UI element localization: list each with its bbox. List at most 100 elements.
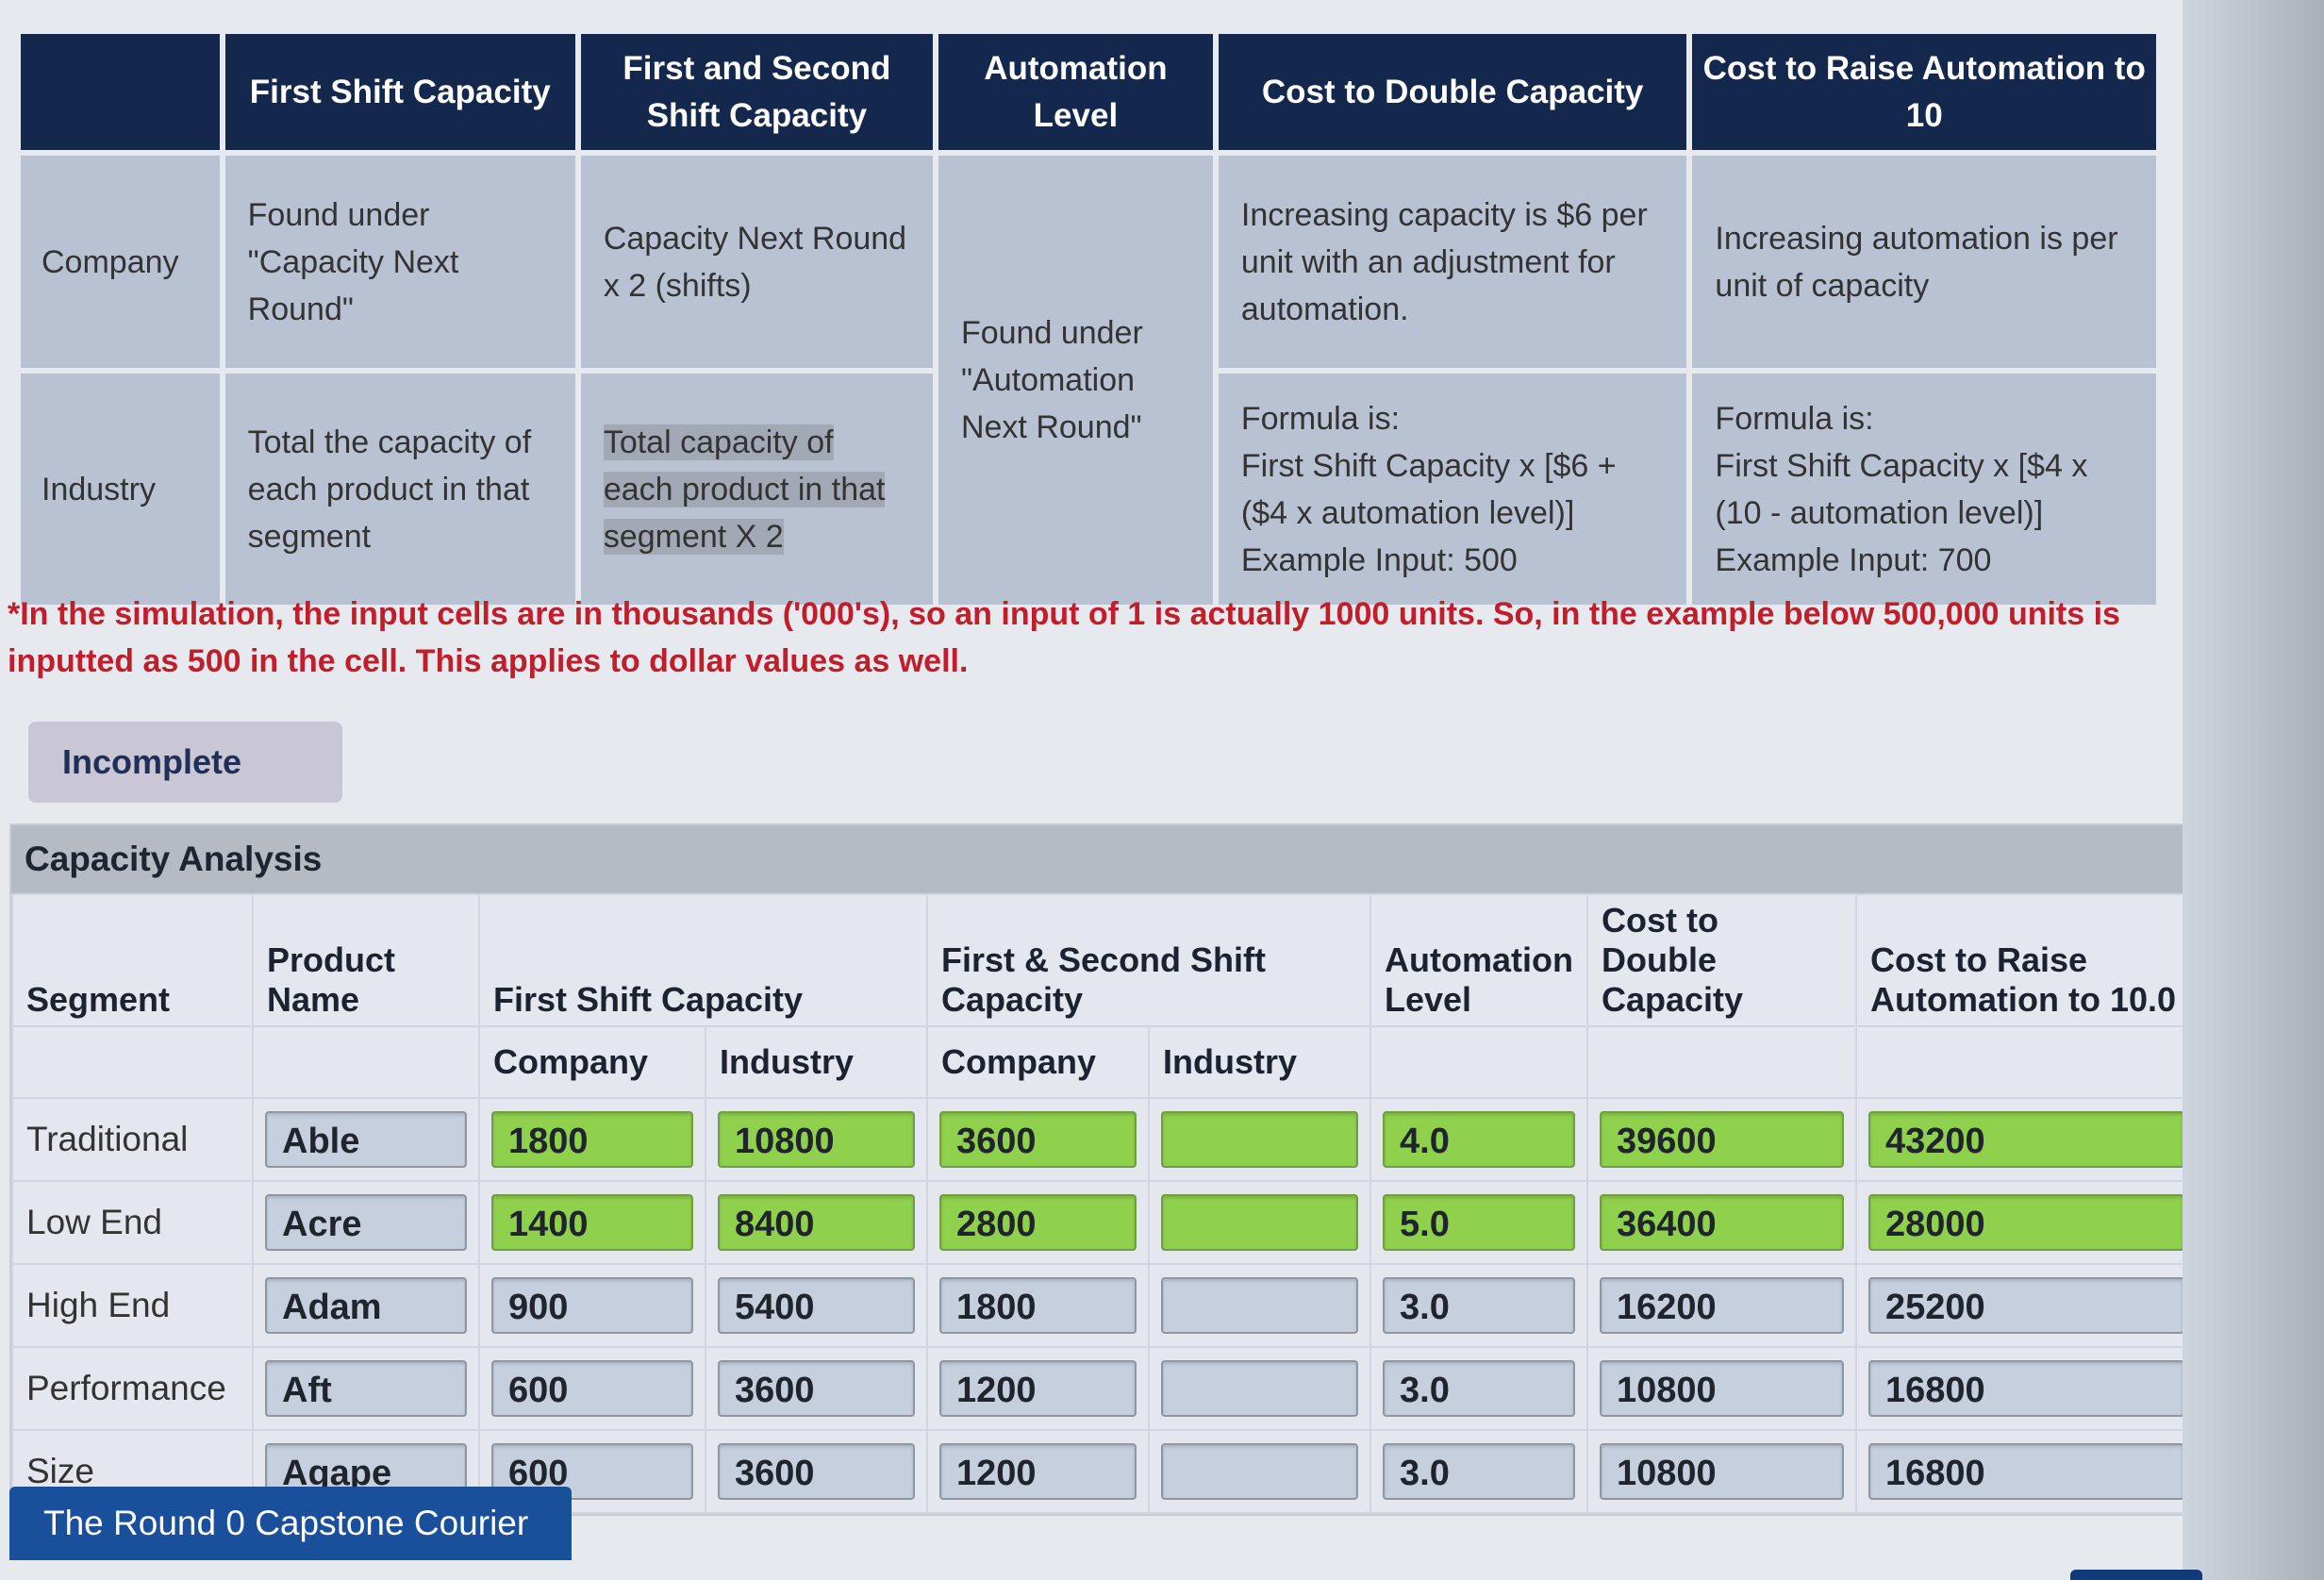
capacity-analysis-title: Capacity Analysis — [11, 825, 2186, 893]
partial-button[interactable] — [2070, 1570, 2202, 1580]
automation-input[interactable]: 3.0 — [1383, 1443, 1575, 1500]
reference-company-row: Company Found under "Capacity Next Round… — [21, 156, 2156, 605]
reference-table: First Shift Capacity First and Second Sh… — [15, 28, 2162, 610]
capacity-header-row: Segment Product Name First Shift Capacit… — [11, 893, 2198, 1027]
cell-cost-double: 10800 — [1586, 1429, 1857, 1514]
cell-fss-company: 2800 — [926, 1180, 1150, 1265]
fss-industry-input[interactable] — [1161, 1194, 1358, 1251]
cell-product: Adam — [252, 1263, 480, 1348]
reference-company-cost-raise: Increasing automation is per unit of cap… — [1692, 156, 2156, 368]
capacity-row: Low End Acre 1400 8400 2800 5.0 36400 28000 — [11, 1180, 2198, 1265]
reference-header-first-second: First and Second Shift Capacity — [580, 34, 933, 150]
fs-company-input[interactable]: 600 — [491, 1360, 693, 1417]
cost-double-input[interactable]: 39600 — [1600, 1111, 1844, 1168]
cell-product: Acre — [252, 1180, 480, 1265]
cost-raise-input[interactable]: 16800 — [1868, 1443, 2184, 1500]
automation-input[interactable]: 4.0 — [1383, 1111, 1575, 1168]
reference-automation-note: Found under "Automation Next Round" — [938, 156, 1213, 605]
capacity-row: High End Adam 900 5400 1800 3.0 16200 25200 — [11, 1263, 2198, 1348]
subheader-blank — [1370, 1025, 1588, 1099]
cost-raise-input[interactable]: 16800 — [1868, 1360, 2184, 1417]
fs-industry-input[interactable]: 10800 — [718, 1111, 915, 1168]
header-product-name: Product Name — [252, 893, 480, 1027]
subheader-fs-company: Company — [478, 1025, 706, 1099]
cost-double-input[interactable]: 10800 — [1600, 1443, 1844, 1500]
automation-input[interactable]: 5.0 — [1383, 1194, 1575, 1251]
cell-cost-double: 10800 — [1586, 1346, 1857, 1431]
fss-company-input[interactable]: 2800 — [939, 1194, 1137, 1251]
fss-industry-input[interactable] — [1161, 1111, 1358, 1168]
reference-header-cost-double: Cost to Double Capacity — [1218, 34, 1687, 150]
cell-fss-industry — [1148, 1097, 1371, 1182]
subheader-fss-company: Company — [926, 1025, 1150, 1099]
reference-company-first-shift: Found under "Capacity Next Round" — [224, 156, 575, 368]
header-cost-double: Cost to Double Capacity — [1586, 893, 1857, 1027]
cell-fs-company: 600 — [478, 1346, 706, 1431]
capacity-subheader-row: Company Industry Company Industry — [11, 1025, 2198, 1099]
subheader-blank — [1586, 1025, 1857, 1099]
product-name-field[interactable]: Adam — [265, 1277, 467, 1334]
automation-input[interactable]: 3.0 — [1383, 1277, 1575, 1334]
subheader-blank — [11, 1025, 254, 1099]
header-first-second: First & Second Shift Capacity — [926, 893, 1371, 1027]
cell-fs-industry: 8400 — [705, 1180, 928, 1265]
cell-fss-industry — [1148, 1346, 1371, 1431]
reference-industry-cost-raise: Formula is: First Shift Capacity x [$4 x… — [1692, 374, 2156, 605]
fss-industry-input[interactable] — [1161, 1443, 1358, 1500]
fss-industry-input[interactable] — [1161, 1277, 1358, 1334]
reference-company-cost-double: Increasing capacity is $6 per unit with … — [1218, 156, 1687, 368]
cost-double-input[interactable]: 16200 — [1600, 1277, 1844, 1334]
capacity-body: Traditional Able 1800 10800 3600 4.0 39600 4320… — [11, 1097, 2198, 1514]
header-first-shift: First Shift Capacity — [478, 893, 928, 1027]
cell-cost-double: 39600 — [1586, 1097, 1857, 1182]
reference-company-first-second: Capacity Next Round x 2 (shifts) — [580, 156, 933, 368]
cell-product: Able — [252, 1097, 480, 1182]
cell-cost-raise: 16800 — [1855, 1346, 2198, 1431]
cell-automation: 3.0 — [1370, 1263, 1588, 1348]
subheader-blank — [1855, 1025, 2198, 1099]
cell-fss-company: 1200 — [926, 1346, 1150, 1431]
fs-industry-input[interactable]: 3600 — [718, 1360, 915, 1417]
cost-double-input[interactable]: 36400 — [1600, 1194, 1844, 1251]
reference-header-first-shift: First Shift Capacity — [224, 34, 575, 150]
product-name-field[interactable]: Able — [265, 1111, 467, 1168]
reference-header-automation: Automation Level — [938, 34, 1213, 150]
thousands-note: *In the simulation, the input cells are … — [8, 596, 2120, 679]
reference-industry-label: Industry — [21, 374, 220, 605]
cell-automation: 3.0 — [1370, 1346, 1588, 1431]
cell-automation: 3.0 — [1370, 1429, 1588, 1514]
segment-name: Low End — [11, 1180, 254, 1265]
fs-industry-input[interactable]: 3600 — [718, 1443, 915, 1500]
fs-company-input[interactable]: 1400 — [491, 1194, 693, 1251]
cost-raise-input[interactable]: 25200 — [1868, 1277, 2184, 1334]
capstone-courier-tab[interactable]: The Round 0 Capstone Courier — [9, 1487, 572, 1560]
product-name-field[interactable]: Aft — [265, 1360, 467, 1417]
fs-industry-input[interactable]: 5400 — [718, 1277, 915, 1334]
fs-industry-input[interactable]: 8400 — [718, 1194, 915, 1251]
cell-fs-company: 1800 — [478, 1097, 706, 1182]
screen-edge — [2183, 0, 2324, 1580]
fss-company-input[interactable]: 1200 — [939, 1443, 1137, 1500]
cost-double-input[interactable]: 10800 — [1600, 1360, 1844, 1417]
fs-company-input[interactable]: 1800 — [491, 1111, 693, 1168]
product-name-field[interactable]: Acre — [265, 1194, 467, 1251]
reference-company-label: Company — [21, 156, 220, 368]
cell-fs-industry: 5400 — [705, 1263, 928, 1348]
fss-company-input[interactable]: 1800 — [939, 1277, 1137, 1334]
fs-company-input[interactable]: 900 — [491, 1277, 693, 1334]
cost-raise-input[interactable]: 43200 — [1868, 1111, 2184, 1168]
fss-industry-input[interactable] — [1161, 1360, 1358, 1417]
reference-industry-cost-double: Formula is: First Shift Capacity x [$6 +… — [1218, 374, 1687, 605]
fss-company-input[interactable]: 1200 — [939, 1360, 1137, 1417]
reference-industry-first-second: Total capacity of each product in that s… — [580, 374, 933, 605]
automation-input[interactable]: 3.0 — [1383, 1360, 1575, 1417]
cell-automation: 5.0 — [1370, 1180, 1588, 1265]
cell-cost-raise: 16800 — [1855, 1429, 2198, 1514]
subheader-blank — [252, 1025, 480, 1099]
segment-name: High End — [11, 1263, 254, 1348]
reference-industry-first-shift: Total the capacity of each product in th… — [224, 374, 575, 605]
header-cost-raise: Cost to Raise Automation to 10.0 — [1855, 893, 2198, 1027]
cost-raise-input[interactable]: 28000 — [1868, 1194, 2184, 1251]
cell-cost-double: 16200 — [1586, 1263, 1857, 1348]
fss-company-input[interactable]: 3600 — [939, 1111, 1137, 1168]
